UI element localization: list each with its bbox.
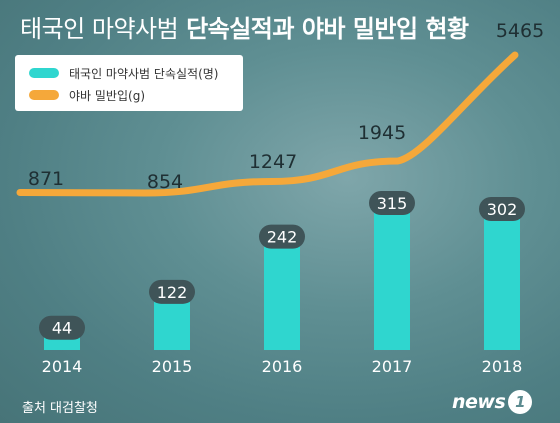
bar-value-2017: 315 <box>377 194 408 213</box>
legend-label-arrests: 태국인 마약사범 단속실적(명) <box>69 66 219 81</box>
legend-swatch-yaba <box>29 90 59 100</box>
bar-label-pill-2018 <box>479 196 525 221</box>
bar-label-2016: 242 <box>259 224 305 249</box>
legend-swatch-arrests <box>29 68 59 78</box>
legend-item-arrests: 태국인 마약사범 단속실적(명) <box>29 64 218 82</box>
bar-label-2017: 315 <box>369 191 415 215</box>
year-label-2015: 2015 <box>152 357 193 376</box>
line-value-2017: 1945 <box>358 122 406 144</box>
bar-value-2015: 122 <box>157 283 188 302</box>
bar-2017 <box>374 205 410 350</box>
logo-word: news <box>452 391 506 413</box>
legend-label-yaba: 야바 밀반입(g) <box>69 88 145 103</box>
bar-label-pill-2016 <box>259 224 305 249</box>
source-note: 출처 대검찰청 <box>22 401 98 416</box>
line-value-2018: 5465 <box>496 20 544 42</box>
chart-title: 태국인 마약사범 단속실적과 야바 밀반입 현황 <box>20 9 469 44</box>
year-label-2014: 2014 <box>42 357 83 376</box>
news1-logo: news 1 <box>452 390 533 414</box>
title-part-2: 단속실적과 야바 밀반입 현황 <box>186 15 469 43</box>
bar-2016 <box>264 238 300 350</box>
bar-label-pill-2015 <box>149 279 195 304</box>
legend-item-yaba: 야바 밀반입(g) <box>29 86 145 104</box>
year-label-2016: 2016 <box>262 357 303 376</box>
title-part-1: 태국인 마약사범 <box>20 15 179 43</box>
line-value-2016: 1247 <box>249 151 297 173</box>
line-value-2015: 854 <box>147 171 183 193</box>
bar-label-2015: 122 <box>149 279 195 304</box>
bar-value-2018: 302 <box>487 200 518 219</box>
year-label-2017: 2017 <box>372 357 413 376</box>
bar-value-2016: 242 <box>267 228 298 247</box>
line-value-2014: 871 <box>28 168 64 190</box>
bar-label-pill-2017 <box>369 191 415 215</box>
bar-label-2014: 44 <box>39 315 85 340</box>
logo-badge: 1 <box>508 390 533 414</box>
bar-label-2018: 302 <box>479 196 525 221</box>
chart-legend: 태국인 마약사범 단속실적(명) 야바 밀반입(g) <box>15 55 243 111</box>
bar-value-2014: 44 <box>52 319 72 338</box>
year-label-2018: 2018 <box>482 357 523 376</box>
bar-2018 <box>484 210 520 350</box>
yaba-line <box>16 51 519 197</box>
bar-label-pill-2014 <box>39 315 85 340</box>
